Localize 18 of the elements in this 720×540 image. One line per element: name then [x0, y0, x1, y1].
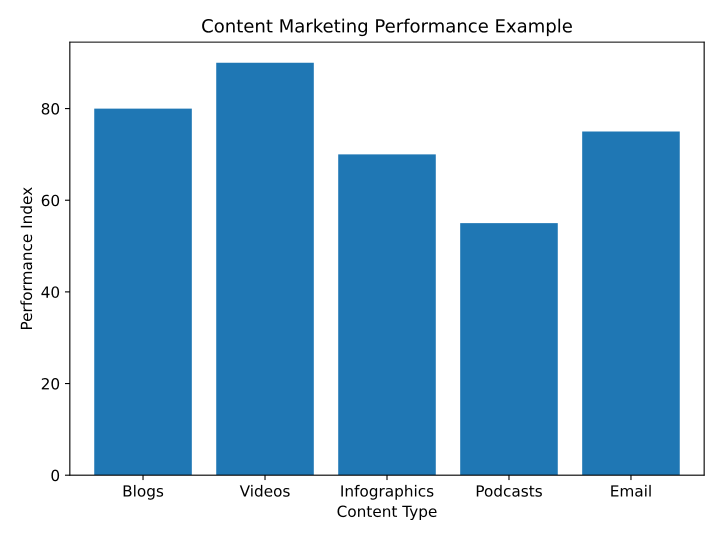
bar: [460, 223, 558, 476]
bar: [94, 108, 192, 476]
bar: [338, 154, 436, 476]
bar: [582, 131, 680, 476]
y-tick-label: 20: [42, 378, 60, 390]
y-tick-label: 0: [51, 470, 60, 482]
x-tick-label: Podcasts: [476, 484, 542, 497]
x-tick-label: Videos: [240, 484, 290, 497]
y-tick-label: 80: [42, 103, 60, 115]
x-tick-label: Email: [611, 484, 651, 497]
y-tick-label: 40: [41, 286, 60, 298]
chart-title: Content Marketing Performance Example: [202, 18, 572, 36]
x-tick-label: Blogs: [124, 484, 164, 500]
x-tick-label: Infographics: [341, 484, 434, 500]
y-tick-label: 60: [42, 194, 60, 206]
y-axis-title: Performance Index: [20, 187, 32, 330]
bar: [216, 62, 314, 476]
x-axis-title: Content Type: [338, 506, 437, 520]
